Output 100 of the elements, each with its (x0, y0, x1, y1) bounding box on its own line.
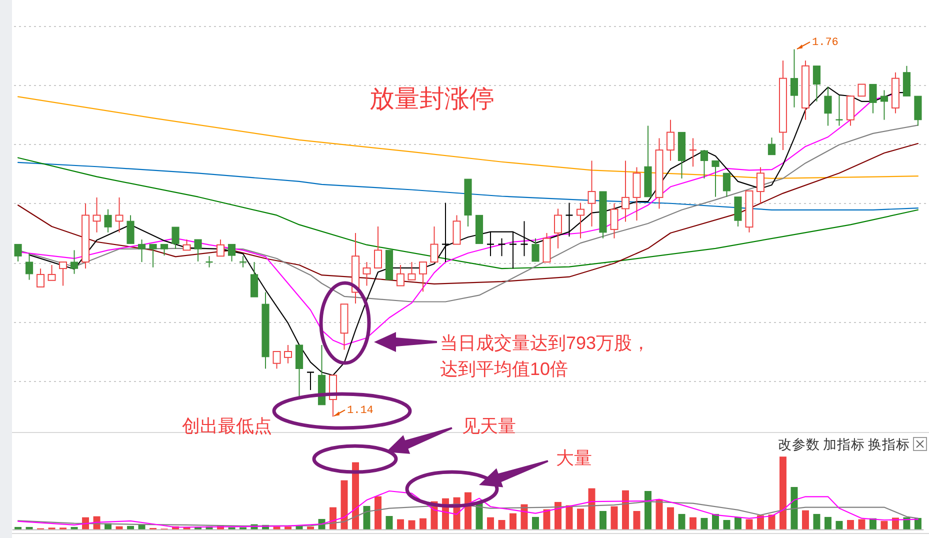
candlestick (712, 160, 720, 198)
candlestick (576, 202, 584, 239)
candlestick (441, 202, 450, 263)
bar (510, 513, 516, 530)
candlestick (374, 226, 382, 268)
bar (26, 526, 33, 530)
candlestick (835, 95, 844, 126)
candlestick (272, 351, 281, 370)
candlestick (532, 238, 540, 262)
bar (116, 526, 123, 530)
bar (824, 516, 832, 530)
candlestick (14, 244, 22, 262)
bar (712, 514, 719, 530)
annotation: 见天量 (462, 416, 516, 436)
candlestick (419, 262, 427, 292)
candlestick (869, 84, 877, 114)
bar (700, 518, 708, 530)
bar (408, 520, 416, 530)
candlestick (36, 268, 45, 288)
candlestick (70, 250, 78, 274)
bar (307, 526, 314, 530)
candlestick (700, 150, 708, 179)
candlestick (554, 208, 562, 249)
bar (14, 526, 22, 530)
candlestick (104, 208, 112, 233)
annotation: 当日成交量达到793万股， (440, 333, 650, 353)
candlestick (486, 231, 495, 257)
bar (846, 520, 854, 530)
annotation: 创出最低点 (182, 416, 272, 436)
bar (600, 510, 606, 530)
candlestick (498, 238, 506, 257)
bar (768, 514, 776, 530)
candlestick (880, 90, 888, 120)
bar (667, 507, 674, 530)
candlestick (756, 166, 764, 204)
candlestick (306, 372, 315, 391)
candlestick (194, 239, 202, 262)
candlestick (362, 262, 371, 286)
bar (914, 518, 922, 530)
candlestick (768, 137, 776, 156)
bar (756, 515, 764, 530)
bar (330, 507, 336, 530)
candlestick (452, 214, 461, 245)
bar (644, 490, 652, 530)
annotation: 大量 (556, 448, 592, 468)
text: 加指标 (823, 437, 865, 452)
candlestick (858, 84, 866, 97)
candlestick (565, 202, 574, 238)
candlestick (25, 252, 34, 280)
bar (880, 520, 888, 530)
bar (690, 517, 696, 530)
bar (420, 518, 426, 530)
candlestick (790, 48, 798, 108)
candlestick (160, 244, 168, 256)
bar (397, 519, 404, 530)
annotation: 达到平均值10倍 (440, 359, 568, 379)
bar (790, 486, 798, 530)
text: 改参数 (778, 437, 820, 452)
bar (352, 462, 359, 530)
bar (610, 506, 618, 530)
candlestick (610, 202, 618, 239)
candlestick (812, 65, 821, 102)
candlestick (542, 232, 551, 263)
candlestick (48, 264, 56, 281)
candlestick (250, 262, 258, 298)
candlestick (722, 172, 731, 198)
bar (127, 526, 134, 530)
candlestick (508, 231, 518, 270)
candlestick (126, 214, 134, 244)
candlestick (824, 86, 832, 126)
candlestick (430, 226, 438, 263)
bar (723, 520, 730, 530)
candlestick (666, 119, 674, 162)
candlestick (172, 226, 180, 250)
bar (633, 510, 640, 530)
candlestick (59, 262, 68, 286)
annotation: 放量封涨停 (370, 85, 494, 113)
candlestick (408, 262, 416, 280)
text: 换指标 (868, 437, 910, 452)
bar (678, 514, 686, 530)
candlestick (284, 344, 292, 364)
candlestick (228, 244, 236, 262)
candlestick (115, 196, 124, 233)
bar (386, 516, 393, 530)
candlestick (520, 220, 528, 257)
candlestick (138, 239, 146, 263)
bar (746, 519, 753, 530)
candlestick (396, 264, 404, 286)
candlestick (734, 196, 742, 227)
bar (836, 520, 843, 530)
candlestick (92, 196, 101, 233)
bar (622, 490, 629, 530)
candlestick (914, 96, 922, 126)
bar (858, 519, 866, 530)
bar (734, 517, 742, 530)
bar (70, 526, 78, 530)
text: 1.76 (812, 37, 838, 49)
bar (903, 517, 910, 530)
bar (554, 502, 562, 530)
candlestick (295, 344, 304, 398)
